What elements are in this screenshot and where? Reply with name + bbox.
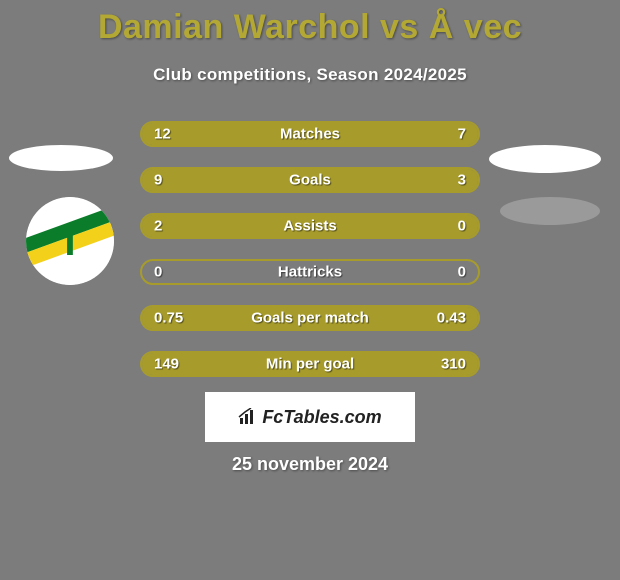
stat-bar: 2 0 Assists [140, 213, 480, 239]
title: Damian Warchol vs Å vec [0, 0, 620, 47]
bar-value-right: 0 [458, 218, 466, 235]
watermark: FcTables.com [205, 392, 415, 442]
watermark-icon [238, 408, 258, 426]
date: 25 november 2024 [232, 454, 388, 475]
bar-label: Matches [280, 126, 340, 143]
bar-value-right: 0 [458, 264, 466, 281]
watermark-label: FcTables.com [262, 407, 381, 428]
bar-fill-left [142, 169, 394, 191]
bar-value-right: 3 [458, 172, 466, 189]
comparison-infographic: Damian Warchol vs Å vec Club competition… [0, 0, 620, 580]
bar-label: Goals [289, 172, 331, 189]
bar-value-right: 310 [441, 356, 466, 373]
bar-label: Min per goal [266, 356, 354, 373]
subtitle: Club competitions, Season 2024/2025 [0, 65, 620, 85]
bar-value-right: 0.43 [437, 310, 466, 327]
stat-bar: 9 3 Goals [140, 167, 480, 193]
player-right-avatar-placeholder [489, 145, 601, 173]
stat-bar: 12 7 Matches [140, 121, 480, 147]
bar-value-right: 7 [458, 126, 466, 143]
svg-text:T: T [58, 220, 82, 264]
bar-value-left: 12 [154, 126, 171, 143]
bar-value-left: 0 [154, 264, 162, 281]
club-logo-left: T [26, 197, 114, 285]
watermark-text: FcTables.com [238, 407, 381, 428]
stat-bar: 149 310 Min per goal [140, 351, 480, 377]
club-logo-svg: T [26, 197, 114, 285]
bar-value-left: 9 [154, 172, 162, 189]
bar-label: Hattricks [278, 264, 342, 281]
comparison-bars: 12 7 Matches 9 3 Goals 2 0 Assists 0 0 Hattricks 0.7… [140, 121, 480, 397]
bar-label: Goals per match [251, 310, 369, 327]
stat-bar: 0.75 0.43 Goals per match [140, 305, 480, 331]
bar-value-left: 2 [154, 218, 162, 235]
player-left-avatar-placeholder [9, 145, 113, 171]
bar-value-left: 149 [154, 356, 179, 373]
stat-bar: 0 0 Hattricks [140, 259, 480, 285]
player-right-avatar-shadow [500, 197, 600, 225]
bar-label: Assists [283, 218, 336, 235]
bar-value-left: 0.75 [154, 310, 183, 327]
